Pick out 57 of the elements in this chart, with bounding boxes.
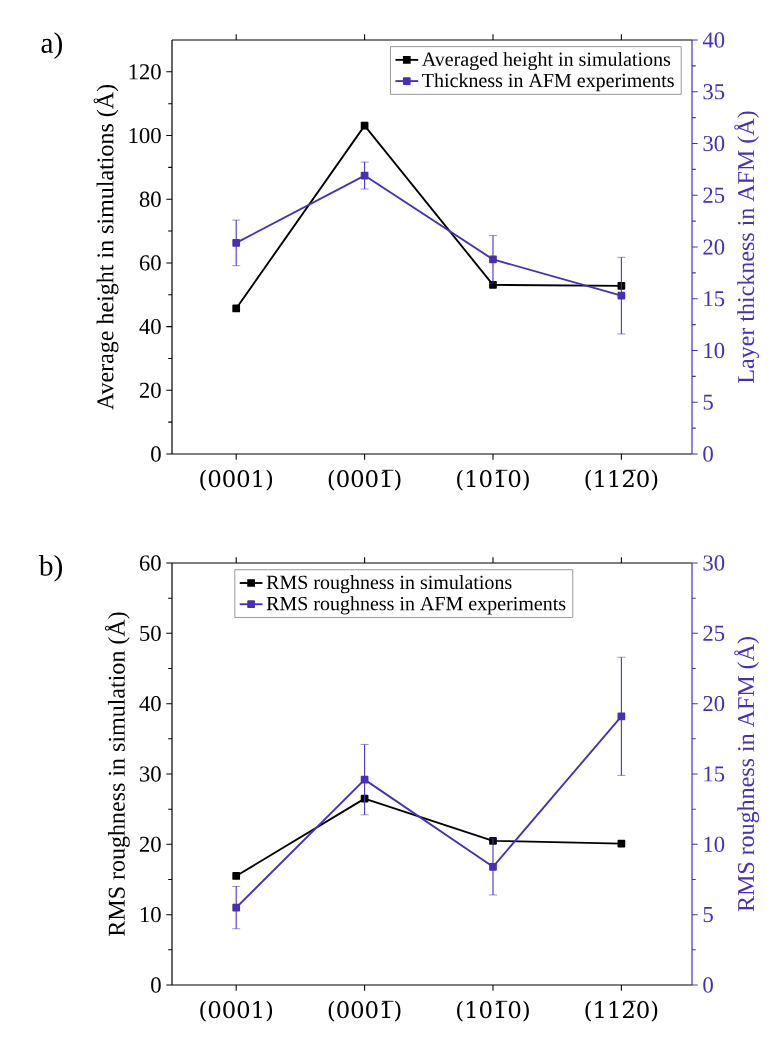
y-axis-title: RMS roughness in simulation (Å): [104, 612, 130, 936]
y2-axis-title: Layer thickness in AFM (Å): [734, 111, 760, 383]
y-tick-label: 60: [139, 255, 161, 271]
y-tick-label: 40: [139, 696, 161, 712]
legend-label: Averaged height in simulations: [421, 51, 671, 71]
y2-tick-label: 20: [703, 696, 725, 712]
y2-tick-label: 10: [704, 836, 725, 852]
y2-tick-label: 30: [703, 135, 725, 152]
point: [617, 291, 626, 300]
x-tick-label: (0001): [200, 1000, 273, 1022]
y2-tick-label: 15: [704, 291, 725, 307]
y-tick-label: 0: [151, 977, 161, 993]
y2-tick-label: 15: [704, 766, 725, 782]
y2-tick-label: 0: [703, 446, 713, 462]
legend-label: Thickness in AFM experiments: [422, 73, 674, 92]
y-tick-label: 0: [151, 446, 161, 462]
x-tick-label: (0001̅): [328, 469, 401, 491]
y-tick-label: 20: [139, 836, 161, 852]
y-tick-label: 60: [139, 555, 161, 571]
point: [360, 121, 369, 130]
y2-tick-label: 10: [704, 342, 725, 359]
legend-label: RMS roughness in AFM experiments: [266, 596, 566, 615]
point: [617, 712, 626, 721]
point: [232, 872, 241, 880]
y2-tick-label: 40: [702, 32, 725, 48]
y2-axis-title: RMS roughness in AFM (Å): [734, 637, 760, 912]
y-axis-title: Average height in simulations (Å): [93, 84, 119, 410]
point: [489, 255, 497, 264]
y2-tick-label: 25: [703, 187, 725, 203]
y2-tick-label: 5: [703, 394, 713, 410]
y-tick-label: 80: [139, 191, 161, 207]
point: [232, 304, 241, 313]
y2-tick-label: 35: [703, 84, 725, 100]
y-tick-label: 30: [140, 766, 161, 782]
y-tick-label: 50: [140, 625, 161, 641]
x-tick-label: (0001): [200, 469, 273, 491]
x-tick-label: (101̅0): [457, 469, 529, 491]
x-tick-label: (0001̅): [328, 1000, 401, 1022]
y-tick-label: 40: [139, 318, 161, 335]
legend-label: RMS roughness in simulations: [266, 575, 512, 594]
y2-tick-label: 5: [703, 907, 713, 923]
y2-tick-label: 25: [703, 625, 725, 641]
y2-tick-label: 20: [703, 239, 725, 255]
text: b): [38, 555, 63, 582]
x-tick-label: (101̅0): [457, 1000, 529, 1022]
point: [232, 903, 241, 912]
y-tick-label: 20: [139, 382, 161, 398]
y2-tick-label: 0: [703, 977, 713, 993]
text: a): [41, 32, 63, 59]
y2-tick-label: 30: [703, 555, 725, 571]
point: [232, 238, 241, 247]
x-tick-label: (112̅0): [585, 1000, 658, 1022]
y-tick-label: 100: [129, 127, 161, 144]
point: [489, 862, 497, 871]
y-tick-label: 120: [129, 64, 161, 80]
y-tick-label: 10: [140, 907, 161, 923]
x-tick-label: (112̅0): [585, 469, 658, 491]
